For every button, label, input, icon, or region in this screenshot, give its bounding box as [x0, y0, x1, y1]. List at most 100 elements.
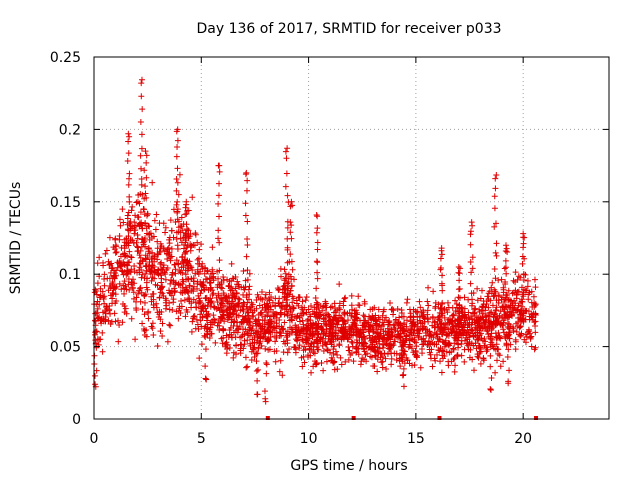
data-point	[427, 351, 434, 358]
data-point	[221, 302, 228, 309]
data-point	[416, 298, 423, 305]
data-point	[238, 342, 245, 349]
data-point	[487, 363, 494, 370]
data-point	[133, 307, 140, 314]
data-point	[357, 330, 364, 337]
data-point	[136, 223, 143, 230]
data-point	[380, 308, 387, 315]
data-point	[334, 351, 341, 358]
data-point	[468, 290, 475, 297]
data-point	[292, 349, 299, 356]
data-point	[420, 311, 427, 318]
data-point	[519, 260, 526, 267]
data-point	[348, 292, 355, 299]
data-point	[130, 239, 137, 246]
data-point	[153, 300, 160, 307]
data-point	[137, 247, 144, 254]
data-point	[167, 254, 174, 261]
data-point	[119, 300, 126, 307]
data-point	[258, 289, 265, 296]
data-point	[115, 317, 122, 324]
data-point	[439, 326, 446, 333]
data-point	[443, 332, 450, 339]
data-point	[503, 303, 510, 310]
data-point	[331, 359, 338, 366]
data-point	[157, 289, 164, 296]
data-point	[243, 317, 250, 324]
data-point	[288, 222, 295, 229]
data-point	[313, 311, 320, 318]
data-point	[198, 287, 205, 294]
data-point	[123, 286, 130, 293]
data-point	[310, 348, 317, 355]
data-point	[164, 264, 171, 271]
data-point	[241, 337, 248, 344]
data-point	[299, 363, 306, 370]
data-point	[517, 323, 524, 330]
data-point	[210, 312, 217, 319]
data-point	[119, 319, 126, 326]
data-point	[307, 317, 314, 324]
data-point	[440, 348, 447, 355]
data-point	[173, 236, 180, 243]
data-point	[233, 290, 240, 297]
data-point	[125, 181, 132, 188]
data-point	[288, 316, 295, 323]
data-point	[173, 153, 180, 160]
data-point	[393, 350, 400, 357]
data-point	[360, 317, 367, 324]
data-point	[356, 333, 363, 340]
data-point	[141, 206, 148, 213]
data-point	[214, 298, 221, 305]
data-point	[279, 372, 286, 379]
data-point	[290, 305, 297, 312]
data-point	[379, 312, 386, 319]
data-point	[194, 260, 201, 267]
data-point	[176, 171, 183, 178]
data-point	[164, 255, 171, 262]
data-point	[183, 287, 190, 294]
data-point	[520, 276, 527, 283]
data-point	[487, 333, 494, 340]
data-point	[92, 381, 99, 388]
data-point	[524, 277, 531, 284]
data-point	[438, 369, 445, 376]
data-point	[397, 351, 404, 358]
data-point	[346, 347, 353, 354]
data-point	[519, 253, 526, 260]
data-point	[280, 338, 287, 345]
data-point	[220, 290, 227, 297]
data-point	[456, 301, 463, 308]
data-point	[142, 190, 149, 197]
data-point	[369, 328, 376, 335]
data-point	[424, 298, 431, 305]
data-point	[313, 212, 320, 219]
data-point	[388, 326, 395, 333]
data-point	[173, 229, 180, 236]
data-point	[96, 336, 103, 343]
data-point	[280, 326, 287, 333]
data-point	[138, 131, 145, 138]
data-point	[253, 297, 260, 304]
data-point	[163, 302, 170, 309]
data-point	[411, 361, 418, 368]
data-point	[456, 277, 463, 284]
data-point	[139, 306, 146, 313]
data-point	[395, 322, 402, 329]
data-point	[184, 288, 191, 295]
data-point	[287, 229, 294, 236]
data-point	[283, 294, 290, 301]
data-point	[187, 263, 194, 270]
data-point	[122, 252, 129, 259]
data-point	[242, 354, 249, 361]
data-point	[353, 349, 360, 356]
data-point	[505, 378, 512, 385]
data-point	[273, 334, 280, 341]
data-point	[99, 329, 106, 336]
data-point	[467, 241, 474, 248]
data-point	[400, 365, 407, 372]
data-point	[124, 253, 131, 260]
data-point	[467, 346, 474, 353]
data-point	[346, 309, 353, 316]
data-point	[370, 363, 377, 370]
